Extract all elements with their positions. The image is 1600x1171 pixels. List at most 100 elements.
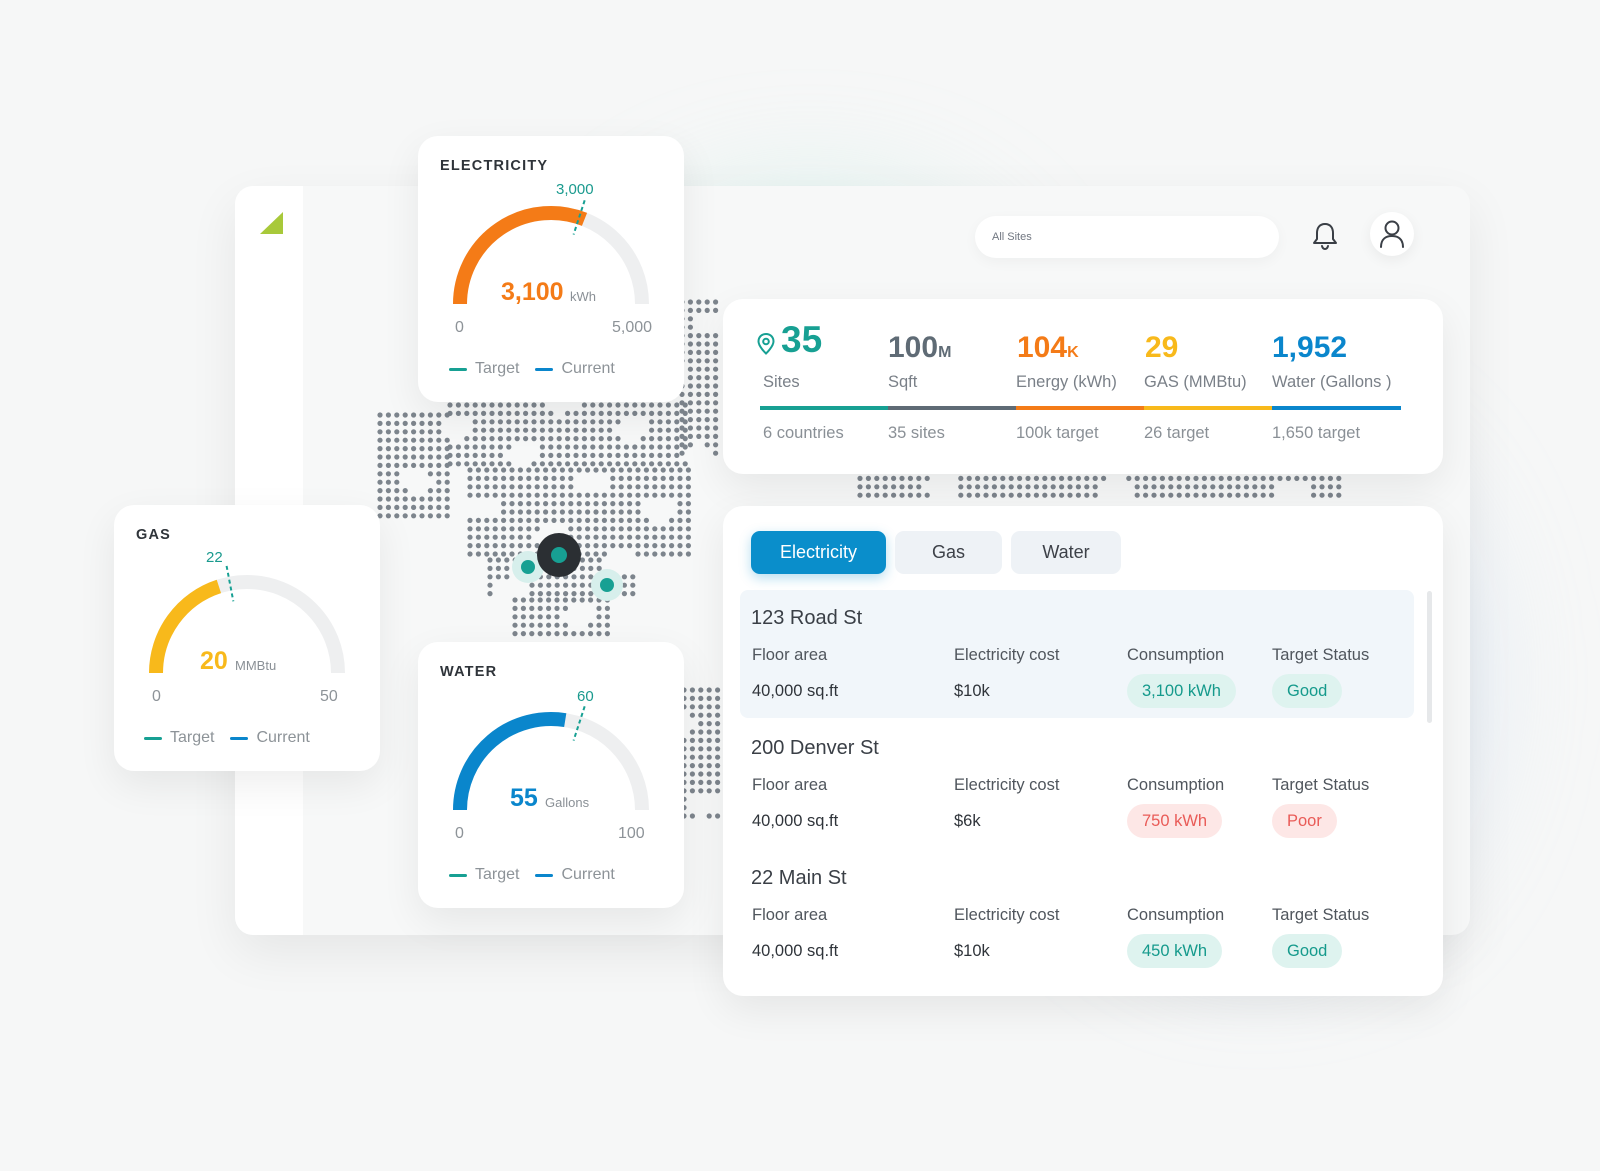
stat-water-label: Water (Gallons ) [1272,373,1392,391]
stat-bar-gas [1144,406,1272,410]
stat-water-value: 1,952 [1272,331,1348,364]
floor-area-label: Floor area [752,646,828,664]
water-max: 100 [618,825,645,842]
consumption-badge: 3,100 kWh [1127,674,1236,708]
water-gauge [453,706,649,811]
stat-bar-energy [1016,406,1144,410]
site-name: 123 Road St [751,607,863,629]
gas-min: 0 [152,688,161,705]
legend-target-label: Target [475,866,520,883]
cost-label: Electricity cost [954,776,1060,794]
cost-value: $6k [954,812,981,830]
stat-sqft-value: 100 [888,331,939,364]
location-pin-icon [757,332,775,355]
electricity-current-value: 3,100 [501,278,564,306]
gas-gauge-card: GAS 22 20 MMBtu 0 50 Target Current [114,505,380,771]
cost-value: $10k [954,682,990,700]
status-badge: Poor [1272,804,1337,838]
gas-unit: MMBtu [235,658,277,673]
legend-current-label: Current [561,866,615,883]
cost-label: Electricity cost [954,906,1060,924]
stat-gas-sub: 26 target [1144,424,1210,442]
status-badge: Good [1272,934,1343,968]
bell-icon [1313,223,1337,251]
site-name: 200 Denver St [751,737,879,759]
tab-gas[interactable]: Gas [895,531,1002,574]
summary-stats-card: 35 Sites 6 countries 100M Sqft 35 sites … [723,299,1443,474]
stat-gas-label: GAS (MMBtu) [1144,373,1247,391]
gas-gauge [149,565,345,674]
gauge-fill [453,712,567,811]
electricity-max: 5,000 [612,319,653,336]
electricity-target-label: 3,000 [556,181,594,198]
cost-label: Electricity cost [954,646,1060,664]
stat-gas-value: 29 [1145,331,1179,364]
legend-current: Current [535,866,615,884]
site-search-input[interactable]: All Sites [975,216,1279,258]
floor-area-value: 40,000 sq.ft [752,682,839,700]
status-label: Target Status [1272,906,1370,924]
legend-target-label: Target [170,729,215,746]
leaf-logo-icon[interactable] [259,212,283,234]
stat-water: 1,952 [1272,333,1347,363]
stat-sqft-sub: 35 sites [888,424,945,442]
status-label: Target Status [1272,776,1370,794]
stat-sqft: 100M [888,333,951,363]
stat-gas: 29 [1145,333,1178,363]
stat-sqft-label: Sqft [888,373,918,391]
water-target-label: 60 [577,688,594,705]
stat-sites-value: 35 [781,319,823,360]
gauge-fill [453,206,588,305]
consumption-label: Consumption [1127,646,1225,664]
legend-target: Target [449,360,519,378]
stat-energy-value: 104 [1017,331,1068,364]
sites-list-card [723,506,1443,996]
floor-area-value: 40,000 sq.ft [752,812,839,830]
electricity-gauge [453,200,649,305]
floor-area-label: Floor area [752,776,828,794]
stat-water-sub: 1,650 target [1272,424,1361,442]
legend-current: Current [535,360,615,378]
site-name: 22 Main St [751,867,847,889]
floor-area-label: Floor area [752,906,828,924]
tab-water[interactable]: Water [1011,531,1121,574]
stat-sites-sub: 6 countries [763,424,844,442]
stat-sqft-suffix: M [938,344,952,361]
legend-current-label: Current [561,360,615,377]
stat-sites-label: Sites [763,373,800,391]
consumption-label: Consumption [1127,906,1225,924]
site-row[interactable]: 123 Road St Floor area Electricity cost … [740,590,1414,718]
gas-legend: Target Current [144,729,326,747]
electricity-gauge-title: ELECTRICITY [440,158,549,174]
legend-target: Target [449,866,519,884]
water-current-value: 55 [510,784,538,812]
legend-current-label: Current [256,729,310,746]
gauge-target-marker [572,200,586,235]
site-row[interactable]: 22 Main St Floor area Electricity cost C… [740,850,1414,978]
floor-area-value: 40,000 sq.ft [752,942,839,960]
status-badge: Good [1272,674,1343,708]
consumption-badge: 750 kWh [1127,804,1223,838]
stat-bar-sqft [888,406,1016,410]
water-gauge-card: WATER 60 55 Gallons 0 100 Target Current [418,642,684,908]
sites-list-scrollbar[interactable] [1427,591,1432,723]
electricity-gauge-card: ELECTRICITY 3,000 3,100 kWh 0 5,000 Targ… [418,136,684,402]
user-icon [1380,220,1404,248]
legend-target-label: Target [475,360,520,377]
electricity-legend: Target Current [449,360,631,378]
legend-current: Current [230,729,310,747]
gas-current-value: 20 [200,647,228,675]
consumption-badge: 450 kWh [1127,934,1223,968]
notification-button[interactable] [1303,214,1347,258]
electricity-min: 0 [455,319,464,336]
site-row[interactable]: 200 Denver St Floor area Electricity cos… [740,720,1414,848]
stat-bar-sites [760,406,888,410]
stat-energy-sub: 100k target [1016,424,1099,442]
water-min: 0 [455,825,464,842]
gauge-target-marker [572,706,586,741]
tab-electricity[interactable]: Electricity [751,531,886,574]
stat-energy-suffix: K [1067,344,1079,361]
gauge-fill [149,579,222,674]
user-profile-button[interactable] [1370,212,1414,256]
gas-max: 50 [320,688,338,705]
